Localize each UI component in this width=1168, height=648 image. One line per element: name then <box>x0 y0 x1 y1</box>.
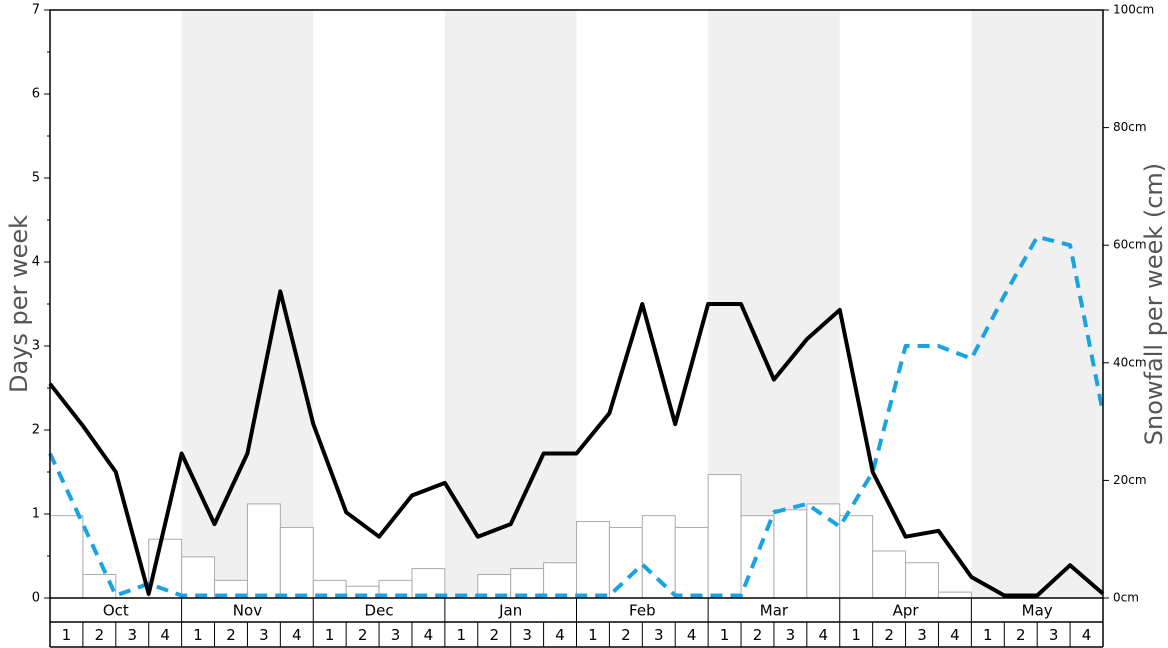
snowfall-bar <box>674 526 709 599</box>
snowfall-bar <box>641 515 676 599</box>
week-label: 1 <box>62 626 72 644</box>
week-label: 4 <box>292 626 302 644</box>
month-shade-jan <box>444 10 577 598</box>
black-line <box>48 289 1105 598</box>
y-tick-label: 4 <box>32 255 40 270</box>
week-label: 2 <box>621 626 631 644</box>
week-label: 1 <box>588 626 598 644</box>
snowfall-bar <box>246 503 281 599</box>
y-tick-label: 0 <box>32 591 40 606</box>
right-axis: 0cm 20cm 40cm 60cm 80cm 100cm <box>1103 3 1154 605</box>
snowfall-bar <box>543 562 577 599</box>
bottom-axis: Oct Nov Dec Jan Feb Mar Apr May 1 2 3 4 1 2 3 4 1 2 3 4 1 2 3 4… <box>49 598 1104 648</box>
snowfall-bar <box>279 526 314 599</box>
week-label: 1 <box>851 626 861 644</box>
snowfall-bar <box>773 509 808 599</box>
week-label: 1 <box>193 626 203 644</box>
week-label: 3 <box>917 626 927 644</box>
month-label: Oct <box>103 602 129 620</box>
month-label: Feb <box>629 602 656 620</box>
month-label: Mar <box>760 602 789 620</box>
y-axis-title: Days per week <box>5 215 33 393</box>
snowfall-bar <box>905 562 939 599</box>
week-label: 3 <box>127 626 137 644</box>
y2-tick-label: 40cm <box>1113 355 1147 369</box>
snowfall-bar <box>181 556 216 599</box>
week-label: 2 <box>226 626 236 644</box>
week-label: 1 <box>983 626 993 644</box>
week-label: 4 <box>424 626 434 644</box>
week-label: 3 <box>786 626 796 644</box>
month-label: Jan <box>498 602 522 620</box>
snowfall-bar <box>839 515 874 599</box>
week-label: 1 <box>720 626 730 644</box>
y2-tick-label: 80cm <box>1113 120 1147 134</box>
snowfall-bar <box>576 521 610 599</box>
week-label: 3 <box>391 626 401 644</box>
week-label: 2 <box>358 626 368 644</box>
snowfall-bar <box>872 550 907 599</box>
y2-tick-label: 100cm <box>1113 3 1154 17</box>
y2-tick-label: 60cm <box>1113 238 1147 252</box>
week-label: 4 <box>687 626 697 644</box>
left-axis: 0 1 2 3 4 5 6 7 <box>32 3 50 606</box>
month-label: Apr <box>893 602 920 620</box>
month-label: Dec <box>365 602 394 620</box>
y-tick-label: 7 <box>32 3 40 18</box>
y2-axis-title: Snowfall per week (cm) <box>1140 163 1168 445</box>
y2-tick-label: 20cm <box>1113 473 1147 487</box>
y-tick-label: 3 <box>32 339 40 354</box>
snowfall-bar <box>49 515 84 599</box>
y-tick-label: 2 <box>32 423 40 438</box>
month-label: May <box>1022 602 1053 620</box>
month-shading <box>181 10 1103 598</box>
week-label: 3 <box>1049 626 1059 644</box>
week-label: 4 <box>950 626 960 644</box>
week-label: 2 <box>489 626 499 644</box>
y2-tick-label: 0cm <box>1113 591 1139 605</box>
snowfall-bar <box>937 591 972 599</box>
week-label: 2 <box>95 626 105 644</box>
snowfall-bars <box>49 474 972 599</box>
week-label: 2 <box>1016 626 1026 644</box>
y-tick-label: 5 <box>32 171 40 186</box>
week-label: 3 <box>522 626 532 644</box>
y-tick-label: 6 <box>32 87 40 102</box>
month-label: Nov <box>233 602 262 620</box>
snowfall-bar <box>707 474 742 599</box>
blue-dashed-line <box>48 234 1105 598</box>
week-label: 1 <box>325 626 335 644</box>
week-label: 1 <box>457 626 467 644</box>
day-lines <box>48 234 1105 598</box>
week-label: 3 <box>654 626 664 644</box>
week-label: 4 <box>819 626 829 644</box>
week-label: 3 <box>259 626 269 644</box>
snowfall-bar <box>806 503 841 599</box>
week-label: 2 <box>753 626 763 644</box>
week-label: 4 <box>160 626 170 644</box>
week-label: 4 <box>1082 626 1092 644</box>
week-label: 2 <box>884 626 894 644</box>
snowfall-bar <box>411 568 446 599</box>
snowfall-bar <box>608 526 643 599</box>
y-tick-label: 1 <box>32 507 40 522</box>
week-label: 4 <box>555 626 565 644</box>
